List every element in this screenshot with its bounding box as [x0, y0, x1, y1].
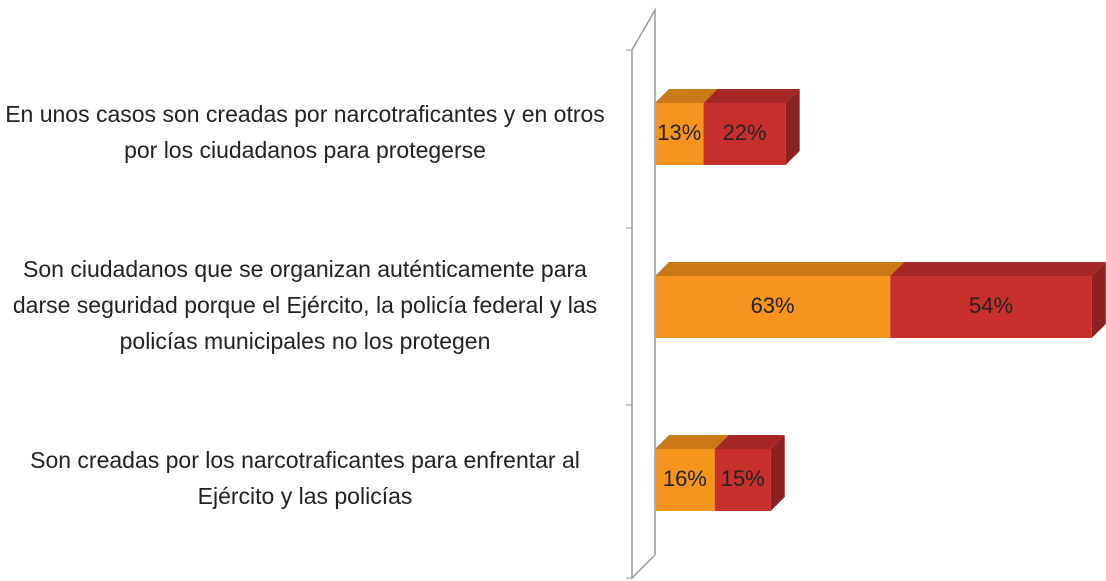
category-label: Son ciudadanos que se organizan auténtic…	[12, 256, 598, 354]
bar	[703, 103, 786, 165]
category-label: En unos casos son creadas por narcotrafi…	[5, 101, 605, 163]
bar-top	[655, 435, 729, 449]
bar	[714, 449, 771, 511]
axis-wall	[631, 7, 656, 580]
bar-top	[703, 89, 800, 103]
bar-top	[655, 262, 905, 276]
bar	[890, 276, 1092, 338]
data-label: 22%	[723, 120, 767, 145]
bar-top	[890, 262, 1106, 276]
bar-side	[770, 435, 785, 511]
bar-side	[785, 89, 800, 165]
bar	[655, 103, 704, 165]
category-label: Son creadas por los narcotraficantes par…	[30, 447, 580, 509]
bar	[655, 276, 891, 338]
bar-side	[1091, 262, 1106, 338]
data-label: 16%	[663, 466, 707, 491]
bar	[655, 449, 715, 511]
data-label: 13%	[657, 120, 701, 145]
bar-top	[655, 89, 718, 103]
data-label: 54%	[969, 293, 1013, 318]
data-label: 63%	[751, 293, 795, 318]
bar-top	[714, 435, 785, 449]
data-label: 15%	[721, 466, 765, 491]
